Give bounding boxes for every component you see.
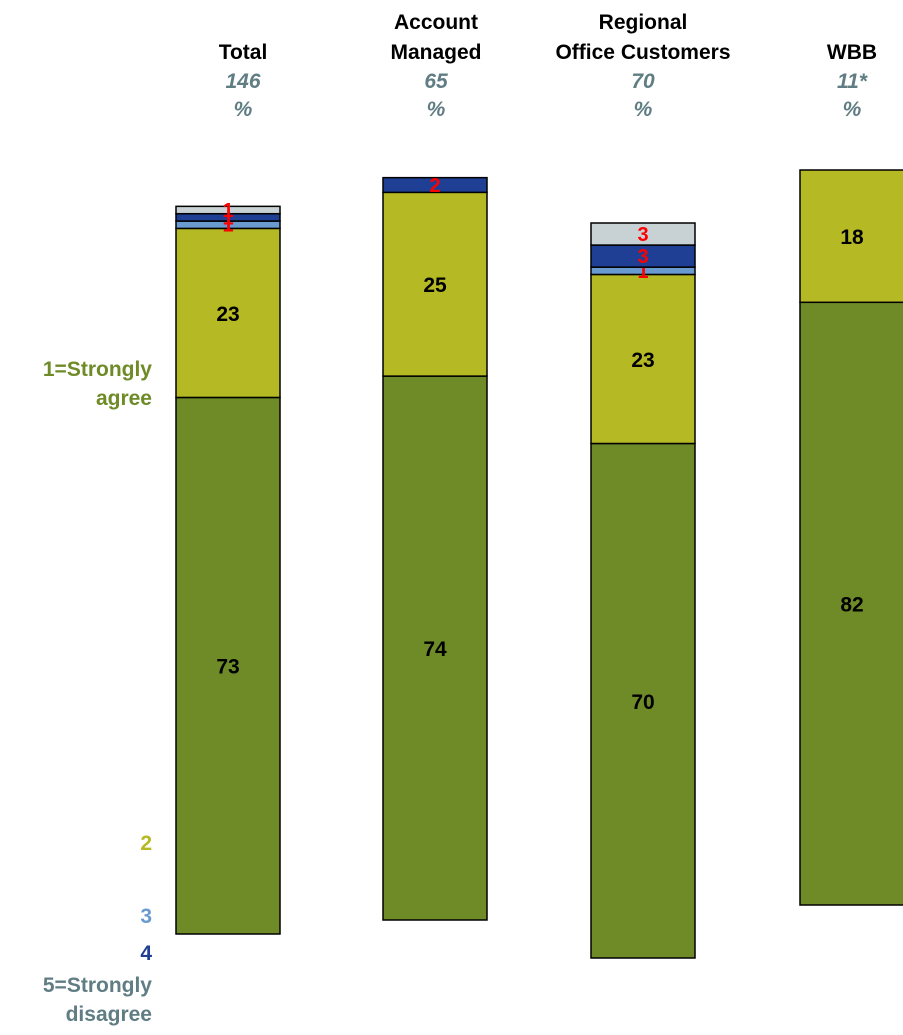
data-label: 1 <box>222 215 233 237</box>
legend-item-2: 2 <box>140 832 152 855</box>
data-label: 1 <box>222 200 233 222</box>
bar-segment <box>590 442 696 959</box>
category-label: WBB <box>826 41 878 64</box>
column-header-account-managed: Account Managed 65 % <box>336 8 536 124</box>
data-label: 3 <box>637 246 648 268</box>
legend-item-3: 3 <box>140 905 152 928</box>
data-label: 82 <box>840 594 863 617</box>
category-label: Managed <box>390 41 482 64</box>
data-label: 3 <box>637 224 648 246</box>
unit-label: % <box>842 98 862 121</box>
unit-label: % <box>633 98 653 121</box>
data-label: 23 <box>216 303 239 326</box>
category-label: Account <box>394 11 478 34</box>
base-count: 70 <box>631 70 655 93</box>
bar-segment <box>175 396 281 935</box>
bar-segment <box>799 169 903 304</box>
data-label: 74 <box>423 638 447 661</box>
category-label: Regional <box>598 11 688 34</box>
column-header-total: Total 146 % <box>143 38 343 124</box>
data-label: 1 <box>637 261 648 283</box>
unit-label: % <box>426 98 446 121</box>
bar-segment <box>382 176 488 194</box>
data-label: 1 <box>222 207 233 229</box>
data-label: 25 <box>423 274 447 297</box>
bar-segment <box>590 273 696 445</box>
category-label: Office Customers <box>555 41 731 64</box>
data-label: 2 <box>429 175 440 197</box>
bar-segment <box>590 222 696 246</box>
column-header-wbb: WBB 11* % <box>752 38 903 124</box>
legend-item-strongly-agree: 1=Strongly agree <box>42 358 152 410</box>
unit-label: % <box>233 98 253 121</box>
bar-segment <box>382 191 488 377</box>
base-count: 146 <box>225 70 261 93</box>
bar-segment <box>382 375 488 921</box>
legend-item-4: 4 <box>140 942 152 965</box>
data-label: 23 <box>631 349 654 372</box>
bar-segment <box>175 205 281 215</box>
base-count: 11* <box>837 70 867 93</box>
legend-item-strongly-disagree: 5=Strongly disagree <box>42 974 152 1026</box>
bar-segment <box>175 227 281 399</box>
bar-segment <box>799 301 903 906</box>
base-count: 65 <box>424 70 448 93</box>
data-label: 70 <box>631 691 654 714</box>
data-label: 18 <box>840 226 864 249</box>
column-header-regional-office: Regional Office Customers 70 % <box>543 8 743 124</box>
category-label: Total <box>218 41 268 64</box>
data-label: 73 <box>216 656 239 679</box>
